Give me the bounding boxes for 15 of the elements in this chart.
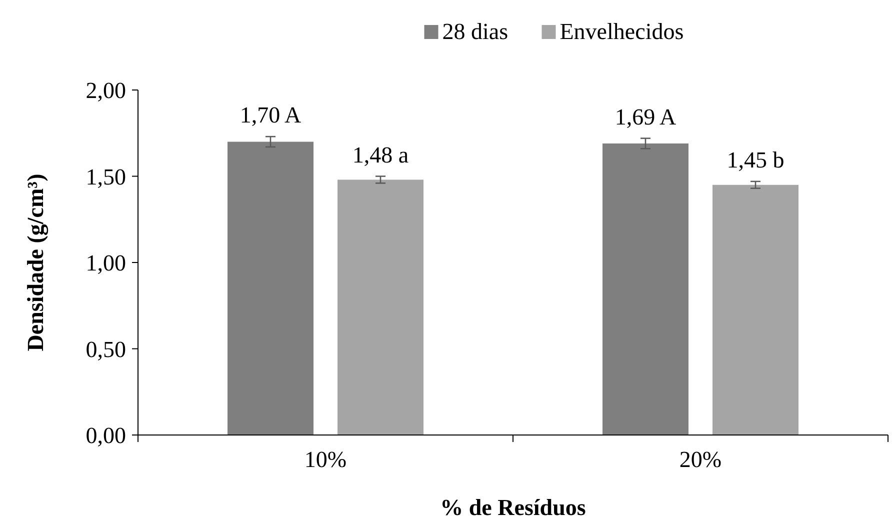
legend-label: 28 dias [442,19,508,44]
legend-label: Envelhecidos [560,19,684,44]
data-label: 1,48 a [352,142,409,168]
y-tick-label: 1,00 [86,250,126,276]
x-tick-label: 20% [679,447,722,472]
y-tick-label: 0,50 [86,336,126,362]
y-tick-label: 0,00 [86,423,126,448]
y-tick-label: 2,00 [86,78,126,103]
y-tick-label: 1,50 [86,164,126,190]
data-label: 1,45 b [726,147,784,172]
data-label: 1,70 A [240,102,302,128]
x-axis-title: % de Resíduos [440,495,586,520]
x-tick-label: 10% [304,447,347,472]
data-label: 1,69 A [614,104,677,130]
y-axis-title: Densidade (g/cm³) [23,174,49,352]
